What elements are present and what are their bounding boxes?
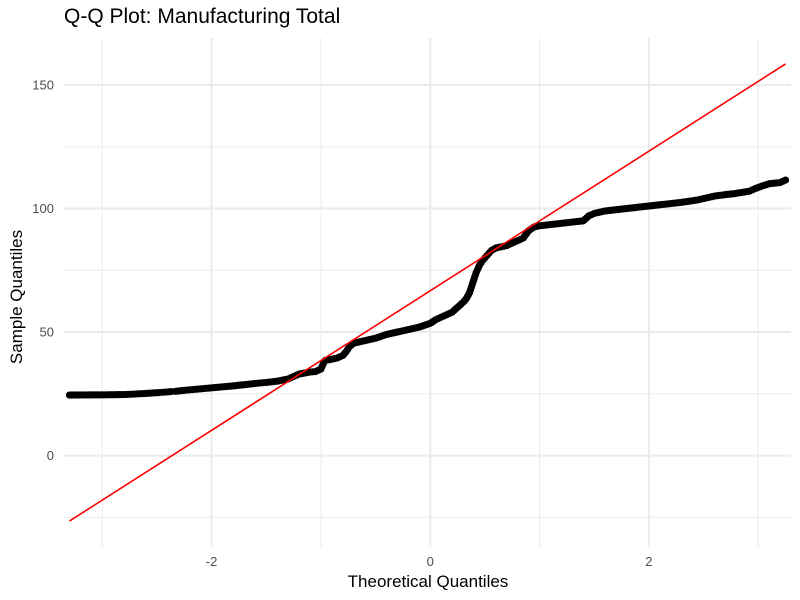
chart-title: Q-Q Plot: Manufacturing Total: [64, 5, 341, 28]
data-point: [477, 259, 485, 267]
y-tick-label: 100: [32, 201, 54, 216]
y-tick-label: 150: [32, 77, 54, 92]
x-tick-label: -2: [206, 554, 218, 569]
data-point: [118, 390, 126, 399]
y-axis-label: Sample Quantiles: [7, 230, 26, 364]
data-point: [216, 383, 224, 391]
data-point: [713, 192, 721, 200]
data-point: [505, 240, 514, 248]
data-point: [158, 388, 166, 396]
major-gridlines: [64, 38, 791, 547]
data-point: [145, 389, 153, 397]
data-point: [188, 386, 197, 394]
data-point: [164, 388, 173, 396]
x-tick-label: 0: [427, 554, 434, 569]
y-tick-label: 0: [47, 448, 54, 463]
data-point: [702, 194, 710, 202]
data-point: [205, 384, 213, 392]
data-point: [183, 386, 191, 394]
data-point: [194, 385, 202, 393]
data-point: [309, 368, 317, 376]
data-point: [287, 374, 295, 382]
tick-labels: -2 0 2 0 50 100 150: [32, 77, 652, 569]
data-point: [708, 193, 716, 201]
x-tick-label: 2: [645, 554, 652, 569]
data-point: [318, 363, 326, 371]
data-point: [152, 389, 161, 397]
data-point: [779, 177, 787, 185]
reference-line-layer: [69, 63, 786, 522]
data-point: [697, 195, 705, 203]
data-point: [128, 390, 136, 398]
reference-line: [69, 63, 786, 522]
data-point: [330, 354, 339, 363]
data-point: [434, 314, 443, 323]
data-point: [440, 312, 448, 320]
data-point: [511, 238, 519, 246]
data-point: [137, 390, 145, 398]
y-tick-label: 50: [40, 325, 54, 340]
x-axis-label: Theoretical Quantiles: [348, 572, 509, 591]
data-point: [199, 385, 207, 393]
data-points: [65, 176, 790, 399]
minor-gridlines: [64, 38, 791, 547]
